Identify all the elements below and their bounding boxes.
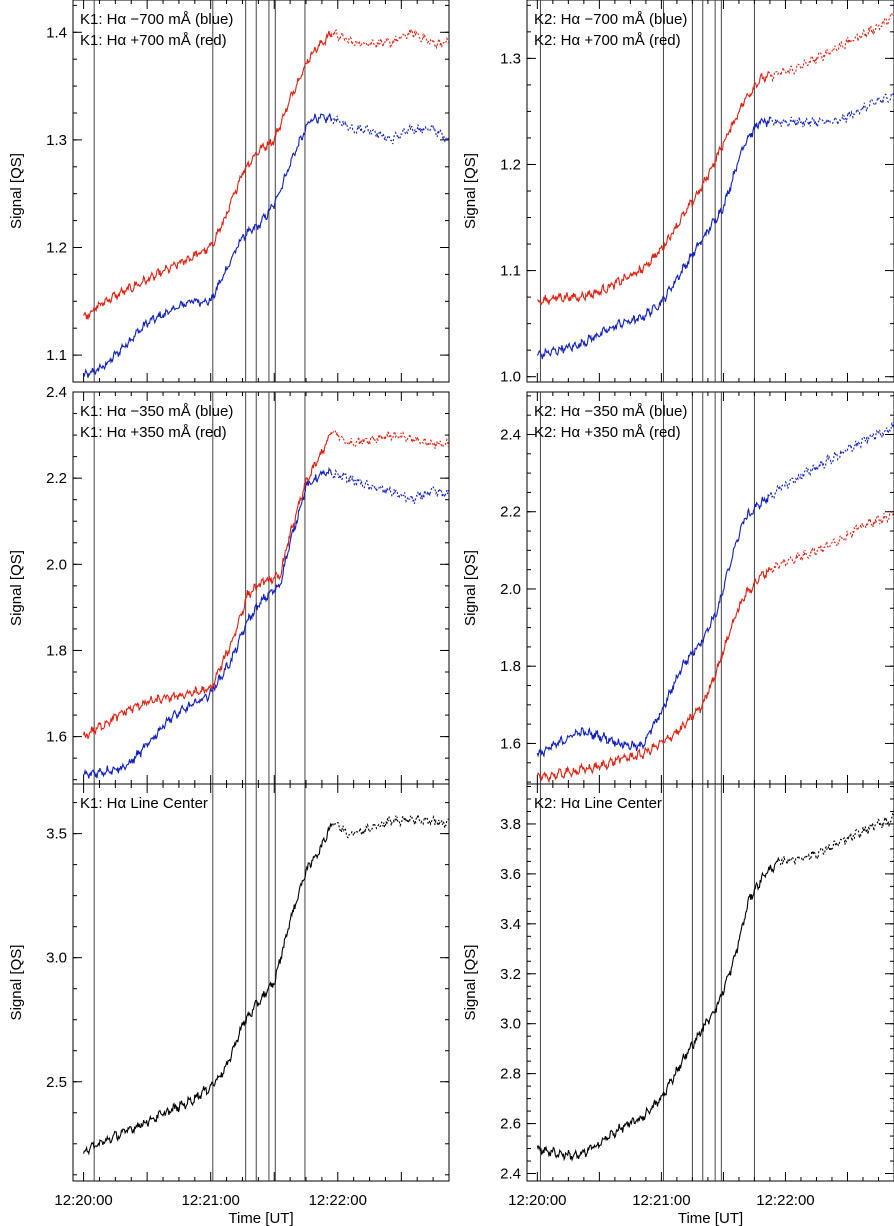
- y-tick-label: 2.4: [500, 426, 521, 443]
- series-line: [83, 466, 333, 779]
- y-tick-label: 2.4: [46, 384, 67, 401]
- y-tick-label: 2.6: [500, 1116, 521, 1133]
- y-tick-label: 1.3: [46, 132, 67, 149]
- y-tick-label: 1.8: [500, 658, 521, 675]
- y-tick-label: 3.0: [46, 950, 67, 967]
- panel-label: K2: Hα +700 mÅ (red): [534, 32, 681, 49]
- panel-label: K2: Hα Line Center: [534, 795, 662, 812]
- y-tick-label: 2.2: [500, 504, 521, 521]
- x-axis-label: Time [UT]: [678, 1210, 743, 1226]
- plot-frame: [72, 0, 450, 383]
- series-line: [83, 431, 333, 739]
- series-line-extension: [332, 115, 449, 145]
- series-line: [537, 70, 771, 306]
- y-axis-label: Signal [QS]: [462, 945, 479, 1021]
- y-axis-label: Signal [QS]: [8, 153, 25, 229]
- x-tick-label: 12:22:00: [309, 1192, 367, 1209]
- series-line: [536, 493, 770, 759]
- y-tick-label: 1.2: [46, 239, 67, 256]
- series-line-extension: [769, 510, 894, 576]
- panel-5: 2.5 3.0 3.5 12:20:00 12:21:00 12:22:00 Signal …: [8, 783, 450, 1226]
- y-tick-label: 1.0: [500, 369, 521, 386]
- x-tick-label: 12:20:00: [54, 1192, 112, 1209]
- y-tick-label: 3.8: [500, 816, 521, 833]
- series-line-extension: [769, 12, 894, 83]
- panel-3: 1.6 1.8 2.0 2.2 2.4 Signal [QS] K1: Hα −350 mÅ…: [8, 384, 450, 785]
- y-tick-label: 2.4: [500, 1166, 521, 1183]
- y-tick-label: 3.2: [500, 966, 521, 983]
- panel-label: K1: Hα +350 mÅ (red): [80, 424, 227, 441]
- y-tick-label: 1.3: [500, 50, 521, 67]
- panel-label: K2: Hα −350 mÅ (blue): [534, 403, 687, 420]
- panel-label: K1: Hα −700 mÅ (blue): [80, 11, 233, 28]
- y-tick-label: 1.2: [500, 156, 521, 173]
- y-tick-label: 3.6: [500, 866, 521, 883]
- panel-label: K1: Hα +700 mÅ (red): [80, 32, 227, 49]
- y-tick-label: 3.0: [500, 1016, 521, 1033]
- x-tick-label: 12:20:00: [508, 1192, 566, 1209]
- series-line-extension: [769, 421, 894, 501]
- panel-label: K1: Hα Line Center: [80, 795, 208, 812]
- y-tick-label: 3.4: [500, 916, 521, 933]
- y-tick-label: 1.6: [46, 729, 67, 746]
- series-line: [536, 856, 781, 1162]
- x-tick-label: 12:22:00: [756, 1192, 814, 1209]
- y-tick-label: 2.0: [500, 581, 521, 598]
- panel-1: 1.1 1.2 1.3 1.4 Signal [QS] K1: Hα −700 mÅ (b…: [8, 0, 450, 383]
- y-tick-label: 1.6: [500, 735, 521, 752]
- series-line-extension: [332, 468, 449, 505]
- series-line-extension: [779, 812, 894, 866]
- x-tick-label: 12:21:00: [181, 1192, 239, 1209]
- series-line-extension: [332, 814, 449, 839]
- y-tick-label: 1.4: [46, 24, 67, 41]
- plot-frame: [72, 783, 450, 1182]
- y-axis-label: Signal [QS]: [462, 550, 479, 626]
- panel-2: 1.0 1.1 1.2 1.3 Signal [QS] K2: Hα −700 mÅ (b…: [462, 0, 894, 386]
- plot-frame: [526, 783, 894, 1182]
- panel-6: 2.4 2.6 2.8 3.0 3.2 3.4 3.6 3.8 12:20:00 12:21:00…: [462, 783, 894, 1226]
- y-tick-label: 3.5: [46, 826, 67, 843]
- series-line: [536, 566, 771, 784]
- x-tick-label: 12:21:00: [632, 1192, 690, 1209]
- y-tick-label: 2.5: [46, 1074, 67, 1091]
- y-tick-label: 2.2: [46, 470, 67, 487]
- series-line: [83, 113, 333, 378]
- panel-label: K2: Hα −700 mÅ (blue): [534, 11, 687, 28]
- x-axis-label: Time [UT]: [228, 1210, 293, 1226]
- y-tick-label: 2.8: [500, 1066, 521, 1083]
- y-tick-label: 1.8: [46, 642, 67, 659]
- y-axis-label: Signal [QS]: [8, 945, 25, 1021]
- series-line: [83, 30, 333, 320]
- panel-label: K2: Hα +350 mÅ (red): [534, 424, 681, 441]
- panel-label: K1: Hα −350 mÅ (blue): [80, 403, 233, 420]
- series-line: [83, 822, 333, 1156]
- y-tick-label: 1.1: [46, 347, 67, 364]
- y-tick-label: 2.0: [46, 556, 67, 573]
- y-axis-label: Signal [QS]: [8, 550, 25, 626]
- y-tick-label: 1.1: [500, 263, 521, 280]
- series-line: [536, 116, 771, 360]
- y-axis-label: Signal [QS]: [462, 153, 479, 229]
